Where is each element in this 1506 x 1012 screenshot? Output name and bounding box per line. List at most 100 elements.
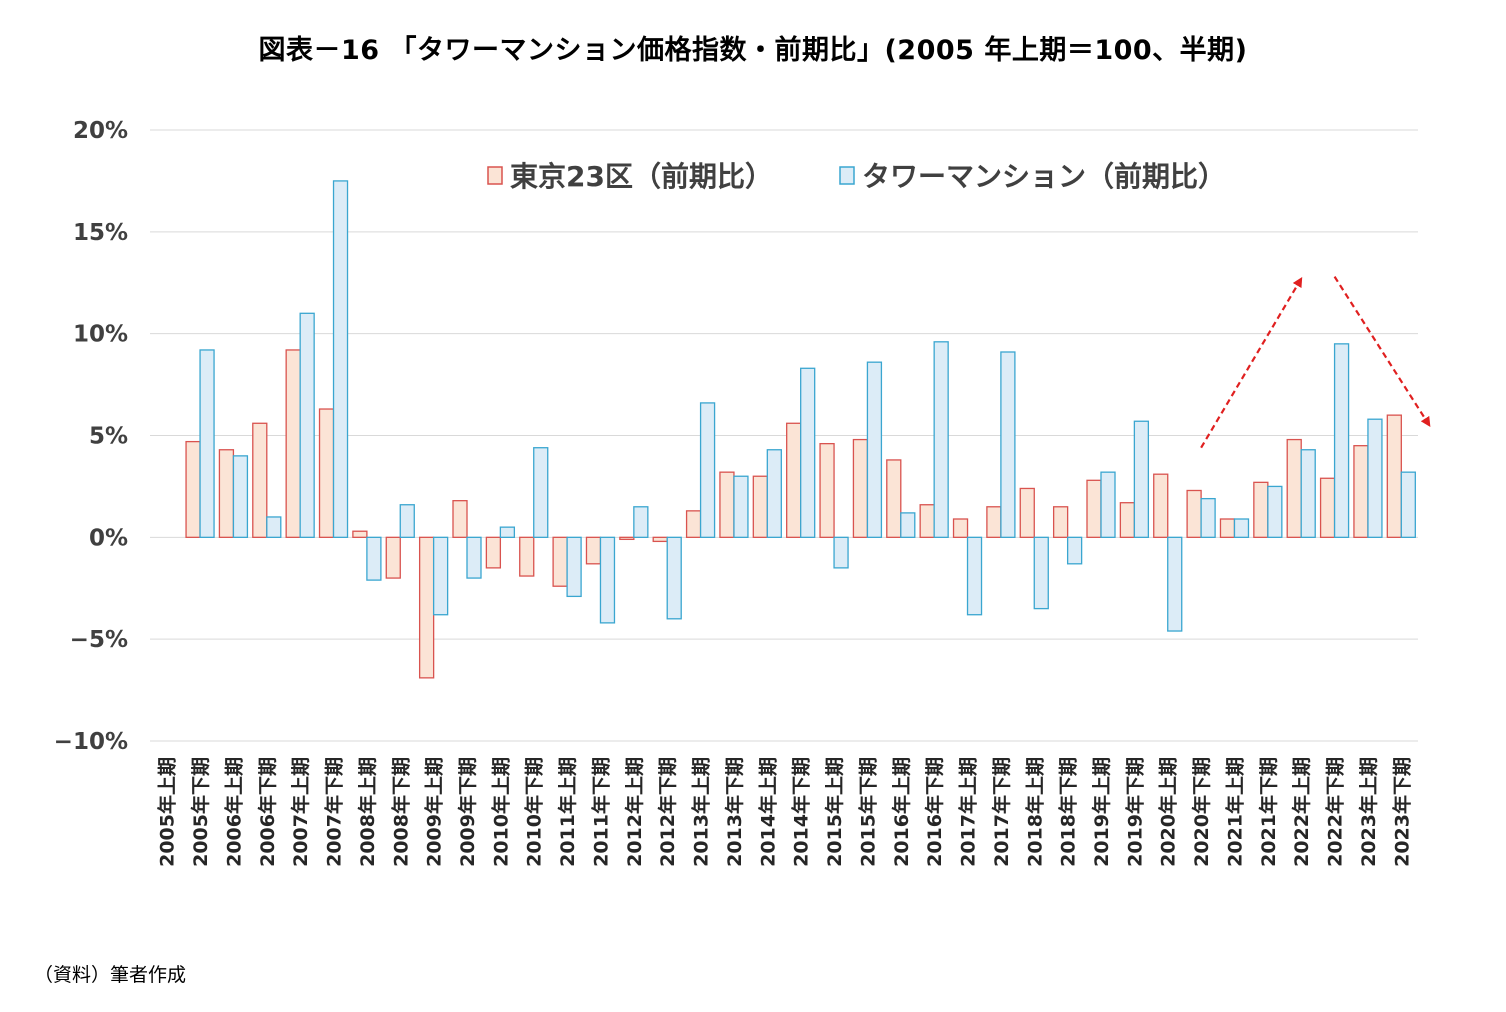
bar-tower-mansion <box>1100 471 1116 538</box>
x-tick-label: 2014年上期 <box>756 757 779 867</box>
bar-tower-mansion <box>933 341 949 538</box>
bar-tower-mansion <box>633 506 649 538</box>
bar-tokyo23 <box>1086 479 1102 538</box>
x-tick-label: 2017年上期 <box>957 757 980 867</box>
x-tick-label: 2010年下期 <box>523 757 546 867</box>
bar-tokyo23 <box>1386 414 1402 538</box>
bar-tower-mansion <box>1267 485 1283 538</box>
bar-tokyo23 <box>585 536 602 565</box>
legend-swatch-tokyo <box>487 166 503 185</box>
bar-tokyo23 <box>285 349 301 538</box>
bar-tokyo23 <box>719 471 735 538</box>
x-tick-label: 2014年下期 <box>790 757 813 867</box>
bar-tower-mansion <box>399 504 415 538</box>
y-tick-label: 15% <box>73 220 128 246</box>
legend-label-tower: タワーマンション（前期比） <box>862 160 1226 193</box>
bar-tower-mansion <box>1033 536 1049 610</box>
bar-tower-mansion <box>533 447 549 538</box>
bar-tower-mansion <box>900 512 916 538</box>
x-tick-label: 2022年上期 <box>1290 757 1313 867</box>
x-tick-label: 2011年上期 <box>556 757 579 867</box>
bar-tokyo23 <box>1186 489 1202 538</box>
x-tick-label: 2013年上期 <box>690 757 713 867</box>
x-tick-label: 2005年上期 <box>156 757 179 867</box>
bar-tower-mansion <box>1400 471 1416 538</box>
bar-tokyo23 <box>1153 473 1169 538</box>
x-tick-label: 2016年下期 <box>923 757 946 867</box>
bar-tokyo23 <box>1019 487 1035 538</box>
x-tick-label: 2015年下期 <box>856 757 879 867</box>
x-tick-label: 2009年上期 <box>423 757 446 867</box>
y-tick-label: 10% <box>73 322 128 348</box>
bar-tokyo23 <box>752 475 768 538</box>
x-tick-label: 2022年下期 <box>1324 757 1347 867</box>
bar-tokyo23 <box>552 536 568 587</box>
bar-tower-mansion <box>432 536 449 616</box>
x-tick-label: 2021年下期 <box>1257 757 1280 867</box>
bar-tower-mansion <box>800 367 816 538</box>
bar-tower-mansion <box>1133 420 1150 538</box>
bar-tokyo23 <box>652 536 668 543</box>
bar-tower-mansion <box>1066 536 1083 565</box>
x-tick-label: 2020年上期 <box>1157 757 1180 867</box>
bar-tower-mansion <box>733 475 749 538</box>
y-tick-label: 5% <box>89 424 128 450</box>
bar-tokyo23 <box>318 408 335 538</box>
x-tick-label: 2018年下期 <box>1057 757 1080 867</box>
bar-tokyo23 <box>218 449 235 538</box>
annotation-layer <box>1200 276 1431 449</box>
bar-tokyo23 <box>352 530 368 538</box>
x-tick-label: 2021年上期 <box>1223 757 1246 867</box>
x-tick-label: 2008年上期 <box>356 757 379 867</box>
x-tick-label: 2006年上期 <box>222 757 245 867</box>
x-tick-label: 2018年上期 <box>1023 757 1046 867</box>
y-tick-label: 20% <box>73 118 128 144</box>
legend-swatch-tower <box>839 166 855 185</box>
y-tick-label: −10% <box>54 729 128 755</box>
y-tick-label: 0% <box>89 525 128 551</box>
bar-tower-mansion <box>1167 536 1183 632</box>
x-tick-label: 2008年下期 <box>389 757 412 867</box>
bar-tokyo23 <box>1119 502 1136 538</box>
bar-tokyo23 <box>519 536 535 577</box>
chart-title: 図表－16 「タワーマンション価格指数・前期比」(2005 年上期＝100、半期… <box>258 35 1248 66</box>
bar-tokyo23 <box>185 440 201 538</box>
bar-tower-mansion <box>699 402 716 538</box>
bar-tower-mansion <box>332 180 349 538</box>
bar-tokyo23 <box>452 500 468 538</box>
x-tick-label: 2020年下期 <box>1190 757 1213 867</box>
x-tick-label: 2023年上期 <box>1357 757 1380 867</box>
bar-tower-mansion <box>466 536 482 579</box>
x-tick-label: 2023年下期 <box>1390 757 1413 867</box>
bar-tokyo23 <box>952 518 969 538</box>
x-tick-label: 2015年上期 <box>823 757 846 867</box>
bar-layer <box>185 180 1416 679</box>
bar-tokyo23 <box>1319 477 1336 538</box>
bar-tokyo23 <box>1052 506 1069 538</box>
bar-tokyo23 <box>886 459 902 538</box>
bar-tokyo23 <box>252 422 268 538</box>
y-tick-label: −5% <box>70 627 128 653</box>
bar-tower-mansion <box>1233 518 1250 538</box>
x-tick-label: 2012年上期 <box>623 757 646 867</box>
bar-tower-mansion <box>199 349 215 538</box>
bar-tower-mansion <box>1367 418 1383 538</box>
x-tick-label: 2005年下期 <box>189 757 212 867</box>
bar-tower-mansion <box>833 536 849 569</box>
bar-tokyo23 <box>385 536 401 579</box>
bar-tower-mansion <box>299 312 315 538</box>
bar-tower-mansion <box>966 536 983 616</box>
bar-tower-mansion <box>232 455 249 538</box>
trend-arrow <box>1200 276 1303 449</box>
bar-tokyo23 <box>786 422 802 538</box>
x-tick-label: 2007年下期 <box>323 757 346 867</box>
bar-tokyo23 <box>852 438 869 538</box>
x-tick-label: 2016年上期 <box>890 757 913 867</box>
grid-layer <box>150 129 1418 742</box>
x-tick-label: 2019年下期 <box>1123 757 1146 867</box>
bar-tower-mansion <box>499 526 516 538</box>
bar-tokyo23 <box>619 536 635 541</box>
bar-tokyo23 <box>819 442 835 538</box>
x-tick-label: 2006年下期 <box>256 757 279 867</box>
